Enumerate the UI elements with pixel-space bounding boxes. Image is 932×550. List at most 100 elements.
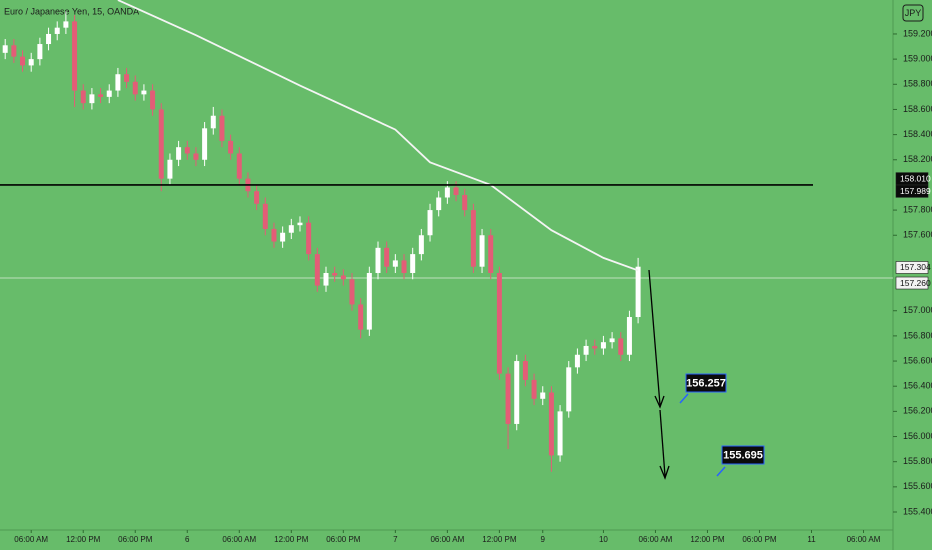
- candle-body: [635, 266, 641, 318]
- candle-body: [2, 45, 8, 53]
- callout-label: 155.695: [723, 449, 763, 461]
- candle-body: [600, 342, 606, 349]
- x-tick-label: 06:00 PM: [326, 535, 361, 544]
- y-tick-label: 155.800: [903, 456, 932, 466]
- x-tick-label: 06:00 AM: [639, 535, 673, 544]
- price-label: 158.010: [900, 173, 931, 183]
- y-tick-label: 156.000: [903, 431, 932, 441]
- candle-body: [210, 115, 216, 129]
- y-tick-label: 159.000: [903, 54, 932, 64]
- callout-pointer: [716, 466, 726, 477]
- price-label: 157.260: [900, 278, 931, 288]
- candle-body: [349, 279, 355, 305]
- candle-body: [540, 392, 546, 399]
- y-tick-label: 157.600: [903, 230, 932, 240]
- candle-body: [20, 56, 26, 66]
- candle-body: [574, 354, 580, 368]
- x-tick-label: 7: [393, 535, 398, 544]
- candle-body: [228, 140, 234, 154]
- candle-body: [46, 33, 52, 45]
- candle-body: [11, 45, 17, 57]
- candle-body: [262, 203, 268, 229]
- candle-body: [462, 194, 468, 211]
- y-tick-label: 156.600: [903, 355, 932, 365]
- candle-body: [124, 74, 130, 82]
- candle-body: [583, 345, 589, 355]
- candle-body: [193, 153, 199, 160]
- y-tick-label: 155.600: [903, 481, 932, 491]
- x-tick-label: 06:00 PM: [742, 535, 777, 544]
- candle-body: [566, 367, 572, 412]
- x-tick-label: 06:00 AM: [14, 535, 48, 544]
- x-tick-label: 06:00 AM: [430, 535, 464, 544]
- candle-body: [254, 191, 260, 204]
- y-tick-label: 157.800: [903, 204, 932, 214]
- price-label: 157.989: [900, 186, 931, 196]
- x-tick-label: 9: [541, 535, 546, 544]
- x-tick-label: 12:00 PM: [274, 535, 309, 544]
- candle-body: [453, 187, 459, 195]
- candle-body: [150, 90, 156, 110]
- x-tick-label: 12:00 PM: [482, 535, 517, 544]
- candle-body: [358, 304, 364, 330]
- candle-body: [340, 275, 346, 280]
- y-tick-label: 158.600: [903, 104, 932, 114]
- x-tick-label: 12:00 PM: [66, 535, 101, 544]
- candle-body: [496, 272, 502, 374]
- y-tick-label: 158.800: [903, 79, 932, 89]
- y-tick-label: 156.400: [903, 381, 932, 391]
- price-label-box: [895, 261, 929, 274]
- y-tick-label: 158.400: [903, 129, 932, 139]
- candle-body: [89, 94, 95, 104]
- candle-body: [288, 225, 294, 233]
- x-tick-label: 06:00 AM: [222, 535, 256, 544]
- arrows: [648, 269, 670, 480]
- candle-body: [314, 254, 320, 286]
- candle-body: [592, 345, 598, 349]
- candle-body: [470, 210, 476, 267]
- price-label: 157.304: [900, 262, 931, 272]
- candle-body: [436, 197, 442, 211]
- candle-body: [37, 44, 43, 60]
- arrow: [659, 409, 666, 477]
- candle-body: [444, 187, 450, 198]
- y-tick-label: 158.200: [903, 154, 932, 164]
- callout-box: [721, 445, 765, 465]
- candle-body: [54, 27, 60, 34]
- x-tick-label: 6: [185, 535, 190, 544]
- arrow: [648, 269, 661, 406]
- candle-body: [384, 247, 390, 267]
- y-tick-label: 157.000: [903, 305, 932, 315]
- x-tick-label: 10: [599, 535, 608, 544]
- candle-body: [141, 90, 147, 95]
- candle-body: [323, 272, 329, 286]
- x-tick-label: 11: [807, 535, 816, 544]
- candle-body: [271, 228, 277, 242]
- candle-body: [28, 59, 34, 66]
- candle-body: [176, 147, 182, 160]
- candle-body: [618, 338, 624, 355]
- callout-label: 156.257: [686, 377, 726, 389]
- candle-body: [366, 272, 372, 330]
- price-label-box: [895, 172, 929, 185]
- currency: JPY: [905, 8, 922, 18]
- candle-body: [158, 109, 164, 179]
- candle-body: [297, 222, 303, 226]
- candle-body: [531, 379, 537, 399]
- candle-body: [392, 260, 398, 267]
- candle-body: [219, 115, 225, 141]
- candle-body: [236, 153, 242, 179]
- price-label-box: [895, 185, 929, 198]
- candle-body: [514, 361, 520, 424]
- axes: 155.400 155.600 155.800 156.000 156.200 156.4…: [14, 28, 932, 544]
- candle-body: [184, 147, 190, 154]
- candle-body: [167, 159, 173, 179]
- candle-body: [626, 317, 632, 355]
- candle-body: [115, 74, 121, 91]
- callout-pointer: [679, 393, 689, 404]
- x-tick-label: 06:00 AM: [847, 535, 881, 544]
- candle-body: [522, 361, 528, 380]
- candle-body: [418, 235, 424, 255]
